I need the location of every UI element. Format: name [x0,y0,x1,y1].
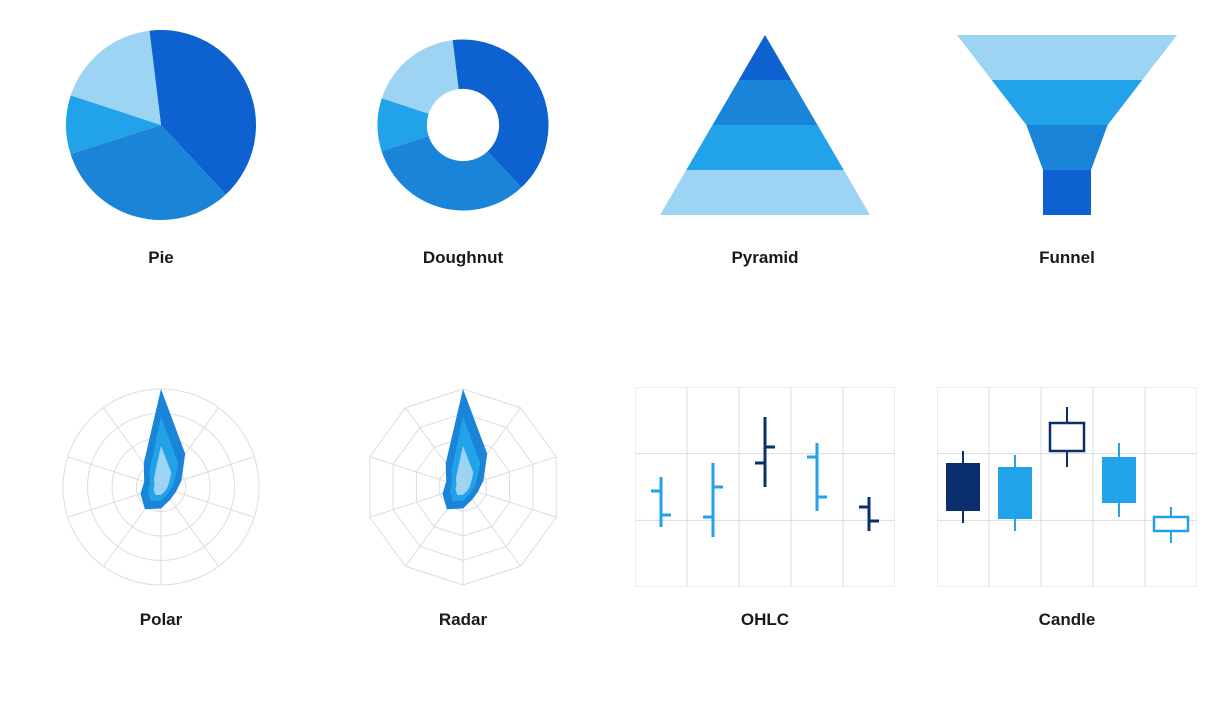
ohlc-chart [635,372,895,602]
radar-chart [333,372,593,602]
cell-polar: Polar [20,372,302,704]
cell-radar: Radar [322,372,604,704]
cell-candle: Candle [926,372,1208,704]
funnel-chart [937,10,1197,240]
funnel-label: Funnel [1039,248,1095,268]
cell-ohlc: OHLC [624,372,906,704]
cell-pyramid: Pyramid [624,10,906,342]
cell-funnel: Funnel [926,10,1208,342]
polar-label: Polar [140,610,183,630]
pyramid-chart [635,10,895,240]
cell-doughnut: Doughnut [322,10,604,342]
polar-chart [31,372,291,602]
ohlc-label: OHLC [741,610,789,630]
pyramid-label: Pyramid [731,248,798,268]
cell-pie: Pie [20,10,302,342]
candle-label: Candle [1039,610,1096,630]
radar-label: Radar [439,610,487,630]
doughnut-label: Doughnut [423,248,503,268]
pie-label: Pie [148,248,174,268]
chart-type-grid: Pie Doughnut Pyramid Funnel Polar Radar [20,10,1208,703]
doughnut-chart [333,10,593,240]
pie-chart [31,10,291,240]
candle-chart [937,372,1197,602]
